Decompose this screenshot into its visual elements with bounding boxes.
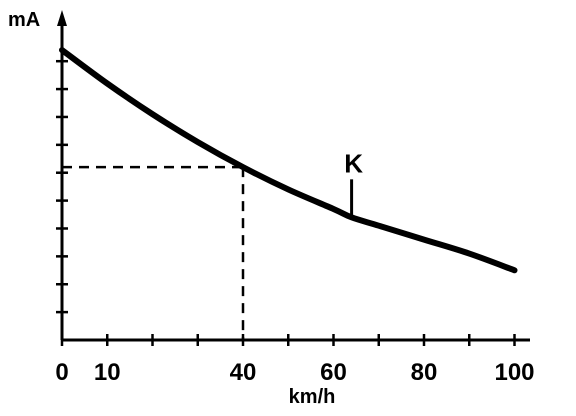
annotation-k: K: [344, 148, 363, 220]
x-tick-label: 80: [411, 359, 438, 386]
x-tick-label: 60: [320, 359, 347, 386]
x-tick-label: 0: [55, 359, 68, 386]
x-tick-label: 40: [230, 359, 257, 386]
y-axis-arrow: [57, 10, 67, 26]
guide-lines: [62, 165, 245, 340]
x-tick-label: 100: [494, 359, 534, 386]
x-tick-labels: 0 10 40 60 80 100: [55, 359, 534, 386]
x-axis: 0 10 40 60 80 100: [55, 334, 535, 386]
x-tick-label: 10: [94, 359, 121, 386]
annotation-label: K: [344, 148, 363, 178]
y-axis: [56, 10, 68, 340]
x-axis-title: km/h: [289, 386, 336, 408]
y-ticks: [56, 59, 68, 314]
y-axis-title: mA: [8, 9, 40, 31]
series-line: [59, 47, 518, 274]
